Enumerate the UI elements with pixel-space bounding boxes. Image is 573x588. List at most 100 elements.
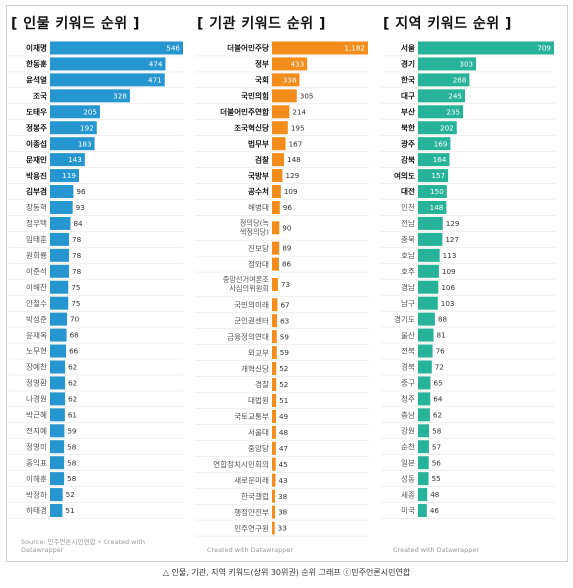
category-label: 국방부	[248, 170, 269, 180]
category-label: 장예찬	[26, 362, 47, 372]
bar	[50, 41, 183, 55]
bar	[50, 121, 97, 135]
category-label: 이해찬	[26, 282, 47, 292]
category-label: 장동혁	[26, 202, 47, 212]
category-label: 박용진	[26, 170, 47, 180]
category-label: 이준석	[26, 266, 47, 276]
value-label: 43	[278, 476, 287, 485]
value-label: 119	[62, 171, 76, 180]
bar	[50, 280, 69, 294]
value-label: 59	[67, 426, 77, 435]
category-label: 원희룡	[26, 250, 47, 260]
value-label: 148	[430, 203, 444, 212]
bar	[272, 200, 280, 214]
category-label: 경북	[401, 362, 415, 372]
value-label: 63	[280, 316, 289, 325]
category-label: 중구	[401, 379, 415, 388]
bar	[272, 314, 278, 328]
bar	[272, 57, 308, 71]
bar	[272, 185, 281, 199]
panel-institutions: 더불어민주당 1,182 정부 433 국회 338 국민의힘 305 더불어민주연합 214 조국…	[193, 6, 371, 561]
value-label: 195	[291, 123, 305, 132]
value-label: 78	[72, 235, 82, 244]
category-label: 전남	[401, 218, 415, 228]
bar	[272, 393, 277, 407]
category-label: 국민의미래	[234, 299, 269, 309]
value-label: 51	[65, 506, 74, 515]
category-label: 여의도	[394, 170, 415, 180]
bar	[418, 57, 477, 71]
bar	[272, 153, 285, 167]
value-label: 58	[67, 474, 77, 483]
value-label: 305	[300, 91, 314, 100]
value-label: 202	[440, 123, 454, 132]
category-label: 금융정의연대	[227, 331, 269, 341]
value-label: 38	[278, 508, 288, 517]
bar	[50, 153, 85, 167]
bar	[50, 344, 67, 358]
panel-title: [ 인물 키워드 순위 ]	[11, 16, 140, 32]
category-label: 국회	[255, 75, 269, 85]
category-label: 더불어민주연합	[220, 106, 269, 116]
value-label: 245	[448, 91, 462, 100]
bar	[272, 41, 368, 55]
category-label: 대법원	[248, 395, 269, 405]
value-label: 46	[430, 506, 440, 515]
category-label: 전지예	[26, 425, 47, 435]
value-label: 62	[433, 410, 442, 419]
category-label: 호주	[401, 267, 415, 276]
value-label: 546	[166, 44, 180, 53]
category-label: 강원	[401, 425, 415, 435]
bar	[418, 280, 439, 294]
bar	[272, 221, 280, 235]
bar	[50, 185, 74, 199]
value-label: 58	[432, 426, 442, 435]
category-label: 안철수	[26, 298, 47, 308]
category-label: 경찰	[255, 379, 269, 389]
category-label: 박성준	[26, 314, 47, 324]
bar	[418, 264, 439, 278]
category-label: 경남	[401, 282, 415, 292]
value-label: 52	[279, 380, 288, 389]
category-label: 북한	[401, 122, 415, 132]
bar	[50, 57, 166, 71]
bar	[50, 456, 65, 470]
value-label: 56	[432, 458, 442, 467]
bar	[418, 376, 431, 390]
category-label: 정봉주	[26, 122, 47, 132]
value-label: 433	[290, 60, 304, 69]
bar	[50, 232, 69, 246]
value-label: 76	[436, 347, 446, 356]
value-label: 78	[72, 251, 82, 260]
category-label: 새로운미래	[234, 476, 269, 485]
bar	[418, 41, 554, 55]
bar	[272, 298, 278, 312]
value-label: 129	[446, 219, 460, 228]
category-label: 경기	[401, 59, 415, 69]
bar	[50, 312, 68, 326]
bar	[418, 216, 443, 230]
bar	[272, 425, 276, 439]
category-label: 법무부	[248, 138, 269, 148]
value-label: 38	[278, 492, 288, 501]
bar	[50, 105, 100, 119]
value-label: 169	[434, 139, 448, 148]
value-label: 93	[76, 203, 85, 212]
category-label: 중앙선거여론조 사심의위원회	[223, 275, 270, 293]
category-label: 나경원	[26, 394, 47, 404]
bar	[50, 216, 71, 230]
institutions-bar-chart: 더불어민주당 1,182 정부 433 국회 338 국민의힘 305 더불어민주연합 214 조국…	[195, 41, 369, 537]
bar	[272, 505, 276, 519]
bar	[272, 362, 277, 376]
panel-title: [ 기관 키워드 순위 ]	[197, 16, 326, 32]
value-label: 328	[113, 91, 127, 100]
value-label: 61	[68, 410, 77, 419]
category-label: 공수처	[248, 186, 269, 196]
bar	[272, 137, 286, 151]
bar	[418, 248, 440, 262]
bar	[272, 489, 276, 503]
category-label: 민주연구원	[234, 523, 269, 533]
category-label: 정부	[255, 59, 269, 69]
category-label: 조국혁신당	[234, 122, 269, 132]
bar	[418, 105, 464, 119]
